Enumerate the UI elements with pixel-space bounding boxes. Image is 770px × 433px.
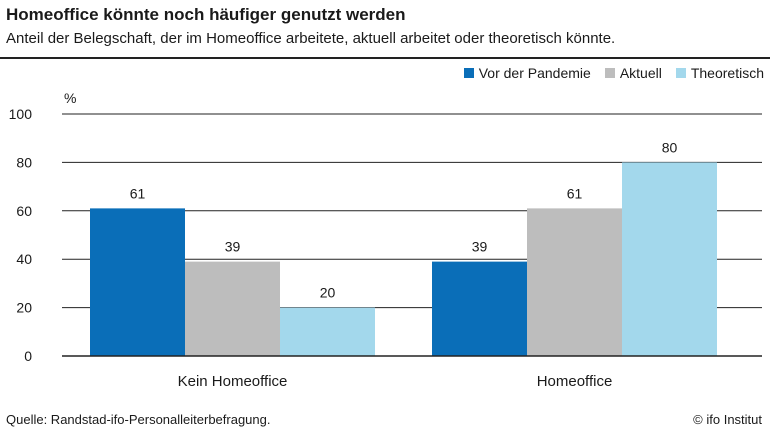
data-label: 39 (472, 239, 488, 255)
chart-subtitle: Anteil der Belegschaft, der im Homeoffic… (6, 30, 616, 47)
bar (185, 261, 280, 356)
legend: Vor der Pandemie Aktuell Theoretisch (463, 65, 764, 81)
y-tick-label: 0 (24, 348, 32, 364)
bar (622, 162, 717, 356)
y-tick-label: 20 (16, 300, 32, 316)
legend-swatch (604, 68, 615, 78)
legend-item-theoretisch: Theoretisch (675, 65, 764, 81)
bar (432, 261, 527, 356)
legend-swatch (675, 68, 686, 78)
legend-swatch (463, 68, 474, 78)
copyright-credit: © ifo Institut (693, 412, 762, 427)
legend-item-aktuell: Aktuell (604, 65, 662, 81)
data-label: 61 (130, 185, 146, 201)
data-label: 80 (662, 139, 678, 155)
data-label: 39 (225, 239, 241, 255)
data-label: 20 (320, 285, 336, 301)
y-tick-label: 40 (16, 251, 32, 267)
legend-label: Theoretisch (690, 65, 764, 81)
title-divider (0, 57, 770, 59)
source-note: Quelle: Randstad-ifo-Personalleiterbefra… (6, 412, 271, 427)
x-tick-label: Kein Homeoffice (178, 373, 288, 390)
y-axis-unit-label: % (64, 90, 76, 106)
bar (280, 307, 375, 356)
legend-label: Vor der Pandemie (478, 65, 591, 81)
y-tick-label: 80 (16, 154, 32, 170)
chart-title: Homeoffice könnte noch häufiger genutzt … (6, 5, 406, 24)
bar (527, 208, 622, 356)
y-tick-label: 100 (9, 106, 33, 122)
data-label: 61 (567, 185, 583, 201)
bar (90, 208, 185, 356)
x-tick-label: Homeoffice (537, 373, 613, 390)
y-tick-label: 60 (16, 203, 32, 219)
legend-label: Aktuell (619, 65, 662, 81)
legend-item-vor-der-pandemie: Vor der Pandemie (463, 65, 591, 81)
